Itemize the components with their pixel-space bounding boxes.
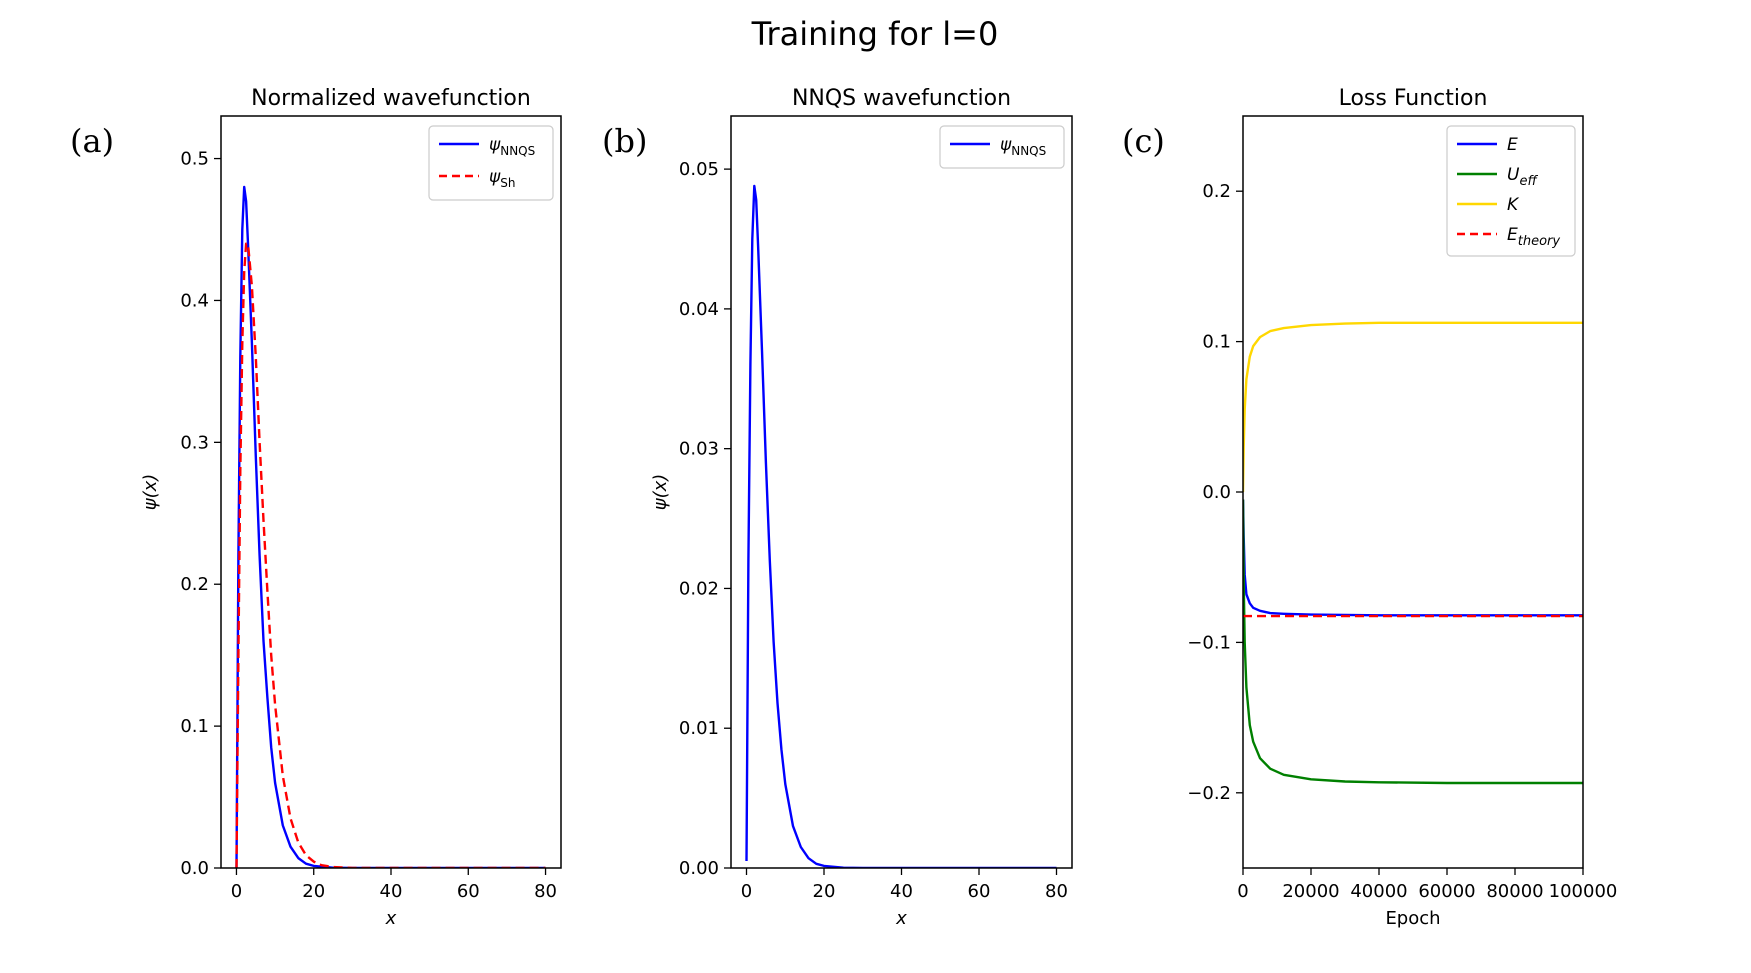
y-tick-label: 0.00 (679, 858, 719, 879)
x-tick-label: 60 (968, 881, 991, 902)
y-tick-label: 0.04 (679, 299, 719, 320)
series-line-E (1243, 499, 1583, 617)
x-tick-label: 80 (1045, 881, 1068, 902)
y-tick-label: 0.2 (180, 574, 209, 595)
y-tick-label: 0.3 (180, 432, 209, 453)
x-tick-label: 100000 (1549, 881, 1618, 902)
panel-label: (c) (1122, 122, 1165, 160)
x-tick-label: 0 (741, 881, 752, 902)
x-axis-label: x (385, 908, 397, 929)
y-tick-label: 0.5 (180, 149, 209, 170)
x-tick-label: 0 (231, 881, 242, 902)
x-tick-label: 80000 (1486, 881, 1543, 902)
panel-label: (a) (70, 122, 114, 160)
panel-2: (c) Loss Function 0 20000 40000 60000 80000 100… (1122, 86, 1617, 929)
y-tick-label: −0.1 (1187, 632, 1231, 653)
x-tick-label: 20 (302, 881, 325, 902)
legend-label-K: K (1507, 195, 1520, 215)
panel-label: (b) (602, 122, 647, 160)
y-tick-label: 0.0 (180, 858, 209, 879)
x-axis-label: Epoch (1385, 908, 1440, 929)
x-tick-label: 40000 (1350, 881, 1407, 902)
panel-title: Loss Function (1339, 86, 1488, 111)
series-line-K (1243, 321, 1583, 493)
panel-title: Normalized wavefunction (251, 86, 531, 111)
x-axis-label: x (895, 908, 907, 929)
legend-label-ψNNQS: ψNNQS (1000, 135, 1046, 158)
x-tick-label: 20000 (1282, 881, 1339, 902)
y-tick-label: −0.2 (1187, 783, 1231, 804)
figure-suptitle: Training for l=0 (751, 15, 999, 53)
panel-0: (a) Normalized wavefunction 0 20 40 60 80 0.0 0.… (70, 86, 562, 929)
y-axis-label: ψ(x) (650, 474, 671, 511)
y-tick-label: 0.01 (679, 718, 719, 739)
series-group (1243, 321, 1583, 785)
y-tick-label: 0.05 (679, 159, 719, 180)
series-line-ψNNQS (745, 184, 1057, 868)
legend-label-Ueff: Ueff (1507, 165, 1538, 189)
series-line-ψSh (235, 242, 546, 868)
y-tick-label: 0.2 (1202, 181, 1231, 202)
legend: E Ueff K Etheory (1446, 125, 1576, 257)
series-line-Ueff (1243, 499, 1583, 785)
y-tick-label: 0.03 (679, 439, 719, 460)
series-group (745, 184, 1057, 868)
y-axis-label: ψ(x) (140, 474, 161, 511)
y-tick-label: 0.1 (180, 716, 209, 737)
legend-box (939, 125, 1065, 169)
series-group (235, 185, 546, 868)
x-tick-label: 0 (1237, 881, 1248, 902)
x-tick-label: 80 (534, 881, 557, 902)
legend-label-ψSh: ψSh (489, 167, 515, 190)
x-tick-label: 60 (457, 881, 480, 902)
x-tick-label: 40 (380, 881, 403, 902)
y-tick-label: 0.4 (180, 290, 209, 311)
y-tick-label: 0.1 (1202, 332, 1231, 353)
x-tick-label: 20 (813, 881, 836, 902)
legend: ψNNQS ψSh (428, 125, 554, 201)
legend-label-E: E (1507, 135, 1518, 155)
x-tick-label: 60000 (1418, 881, 1475, 902)
legend-label-ψNNQS: ψNNQS (489, 135, 535, 158)
panel-title: NNQS wavefunction (792, 86, 1011, 111)
y-tick-label: 0.0 (1202, 482, 1231, 503)
legend-label-Etheory: Etheory (1507, 225, 1560, 249)
y-tick-label: 0.02 (679, 578, 719, 599)
legend-box (1446, 125, 1576, 257)
x-tick-label: 40 (890, 881, 913, 902)
panel-1: (b) NNQS wavefunction 0 20 40 60 80 0.00 0.01 0.0… (602, 86, 1073, 929)
legend: ψNNQS (939, 125, 1065, 169)
